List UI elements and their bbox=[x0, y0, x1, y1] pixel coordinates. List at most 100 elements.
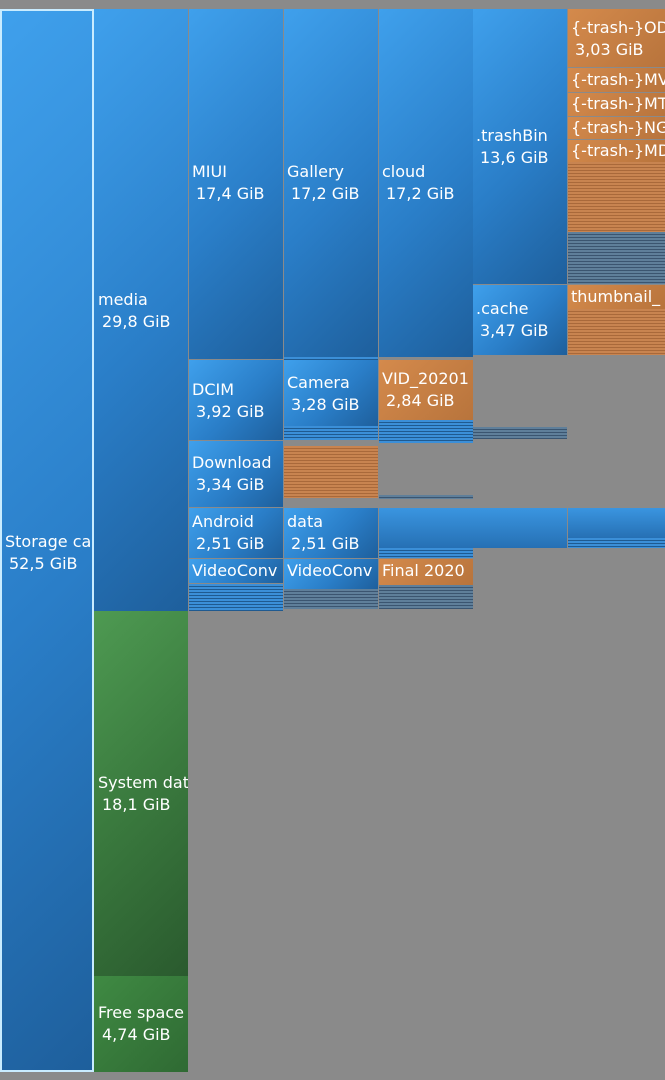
vid-block[interactable]: VID_20201 2,84 GiB bbox=[379, 360, 473, 420]
trash-md-block[interactable]: {-trash-}MD bbox=[568, 140, 665, 162]
miui-size: 17,4 GiB bbox=[196, 184, 265, 203]
column6-data-block[interactable] bbox=[473, 508, 567, 548]
cache-more-items[interactable] bbox=[568, 309, 665, 355]
media-block[interactable]: media 29,8 GiB bbox=[94, 9, 188, 611]
download-files-block[interactable] bbox=[284, 446, 378, 498]
trash-more-items[interactable] bbox=[568, 162, 665, 232]
storage-block[interactable]: Storage ca 52,5 GiB bbox=[0, 9, 94, 1072]
download-label: Download 3,34 GiB bbox=[192, 452, 272, 496]
miui-name: MIUI bbox=[192, 162, 227, 181]
trash-od-name: {-trash-}OD bbox=[571, 18, 665, 37]
data-sub-block[interactable] bbox=[379, 508, 473, 548]
download-name: Download bbox=[192, 453, 272, 472]
miui-block[interactable]: MIUI 17,4 GiB bbox=[189, 9, 283, 359]
data-block[interactable]: data 2,51 GiB bbox=[284, 508, 378, 558]
free-space-label: Free space 4,74 GiB bbox=[98, 1002, 184, 1046]
dcim-label: DCIM 3,92 GiB bbox=[192, 379, 265, 423]
free-space-block[interactable]: Free space 4,74 GiB bbox=[94, 976, 188, 1072]
cache-size: 3,47 GiB bbox=[480, 321, 549, 340]
storage-name: Storage ca bbox=[5, 532, 92, 551]
videoconv-name-2: VideoConv bbox=[287, 561, 373, 580]
trash-mt-block[interactable]: {-trash-}MT bbox=[568, 93, 665, 116]
android-label: Android 2,51 GiB bbox=[192, 511, 265, 555]
dcim-name: DCIM bbox=[192, 380, 235, 399]
videoconv-block-2[interactable]: VideoConv bbox=[284, 559, 378, 589]
gallery-name: Gallery bbox=[287, 162, 344, 181]
cloud-name: cloud bbox=[382, 162, 426, 181]
column7-data-items[interactable] bbox=[568, 538, 665, 548]
data-size: 2,51 GiB bbox=[291, 534, 360, 553]
data-name: data bbox=[287, 512, 324, 531]
vid-size: 2,84 GiB bbox=[386, 391, 455, 410]
cache-block[interactable]: .cache 3,47 GiB bbox=[473, 285, 567, 355]
dcim-size: 3,92 GiB bbox=[196, 402, 265, 421]
final-2020-name: Final 2020 bbox=[382, 561, 465, 580]
trash-ng-name: {-trash-}NG bbox=[571, 118, 665, 137]
download-block[interactable]: Download 3,34 GiB bbox=[189, 441, 283, 507]
storage-label: Storage ca 52,5 GiB bbox=[5, 531, 91, 575]
data-sub-items[interactable] bbox=[379, 548, 473, 558]
column3-small-items[interactable] bbox=[189, 584, 283, 611]
column7-data-block[interactable] bbox=[568, 508, 665, 538]
camera-more-items[interactable] bbox=[379, 420, 473, 443]
videoconv-label-2: VideoConv bbox=[287, 560, 372, 582]
system-data-block[interactable]: System dat 18,1 GiB bbox=[94, 611, 188, 976]
android-block[interactable]: Android 2,51 GiB bbox=[189, 508, 283, 558]
camera-size: 3,28 GiB bbox=[291, 395, 360, 414]
trash-od-block[interactable]: {-trash-}OD 3,03 GiB bbox=[568, 9, 665, 67]
trashbin-size: 13,6 GiB bbox=[480, 148, 549, 167]
cache-name: .cache bbox=[476, 299, 529, 318]
camera-name: Camera bbox=[287, 373, 350, 392]
media-size: 29,8 GiB bbox=[102, 312, 171, 331]
trash-md-name: {-trash-}MD bbox=[571, 141, 665, 160]
trash-md-label: {-trash-}MD bbox=[571, 140, 665, 162]
gallery-small-items[interactable] bbox=[284, 357, 378, 360]
trash-mt-label: {-trash-}MT bbox=[571, 93, 665, 115]
system-data-size: 18,1 GiB bbox=[102, 795, 171, 814]
camera-small-items[interactable] bbox=[284, 426, 378, 440]
thumbnail-label: thumbnail_ bbox=[571, 286, 660, 308]
thumbnail-block[interactable]: thumbnail_ bbox=[568, 285, 665, 309]
data-label: data 2,51 GiB bbox=[287, 511, 360, 555]
cache-label: .cache 3,47 GiB bbox=[476, 298, 549, 342]
download-size: 3,34 GiB bbox=[196, 475, 265, 494]
system-data-label: System dat 18,1 GiB bbox=[98, 772, 188, 816]
trash-od-size: 3,03 GiB bbox=[575, 40, 644, 59]
final-2020-block[interactable]: Final 2020 bbox=[379, 559, 473, 585]
column5-small-items[interactable] bbox=[379, 585, 473, 609]
trashbin-block[interactable]: .trashBin 13,6 GiB bbox=[473, 9, 567, 284]
final-2020-label: Final 2020 bbox=[382, 560, 465, 582]
column6-camera-items[interactable] bbox=[473, 427, 567, 439]
trash-mv-label: {-trash-}MV bbox=[571, 69, 665, 91]
trashbin-name: .trashBin bbox=[476, 126, 548, 145]
media-name: media bbox=[98, 290, 148, 309]
miui-label: MIUI 17,4 GiB bbox=[192, 161, 265, 205]
dcim-block[interactable]: DCIM 3,92 GiB bbox=[189, 360, 283, 440]
free-space-size: 4,74 GiB bbox=[102, 1025, 171, 1044]
gallery-size: 17,2 GiB bbox=[291, 184, 360, 203]
gallery-block[interactable]: Gallery 17,2 GiB bbox=[284, 9, 378, 357]
trash-ng-block[interactable]: {-trash-}NG bbox=[568, 117, 665, 139]
trash-mv-name: {-trash-}MV bbox=[571, 70, 665, 89]
camera-block[interactable]: Camera 3,28 GiB bbox=[284, 360, 378, 426]
free-space-name: Free space bbox=[98, 1003, 184, 1022]
vid-label: VID_20201 2,84 GiB bbox=[382, 368, 469, 412]
download-more-items[interactable] bbox=[379, 495, 473, 499]
android-size: 2,51 GiB bbox=[196, 534, 265, 553]
vid-name: VID_20201 bbox=[382, 369, 469, 388]
storage-size: 52,5 GiB bbox=[9, 554, 78, 573]
videoconv-block-1[interactable]: VideoConv bbox=[189, 559, 283, 583]
videoconv-label-1: VideoConv bbox=[192, 560, 277, 582]
media-label: media 29,8 GiB bbox=[98, 289, 171, 333]
gallery-label: Gallery 17,2 GiB bbox=[287, 161, 360, 205]
videoconv-name-1: VideoConv bbox=[192, 561, 278, 580]
column4-small-items[interactable] bbox=[284, 589, 378, 609]
trash-mt-name: {-trash-}MT bbox=[571, 94, 665, 113]
trash-ng-label: {-trash-}NG bbox=[571, 117, 665, 139]
trash-mv-block[interactable]: {-trash-}MV bbox=[568, 68, 665, 92]
trash-od-label: {-trash-}OD 3,03 GiB bbox=[571, 17, 665, 61]
thumbnail-name: thumbnail_ bbox=[571, 287, 661, 306]
trashbin-label: .trashBin 13,6 GiB bbox=[476, 125, 549, 169]
cloud-block[interactable]: cloud 17,2 GiB bbox=[379, 9, 473, 357]
trash-tiny-items[interactable] bbox=[568, 232, 665, 284]
